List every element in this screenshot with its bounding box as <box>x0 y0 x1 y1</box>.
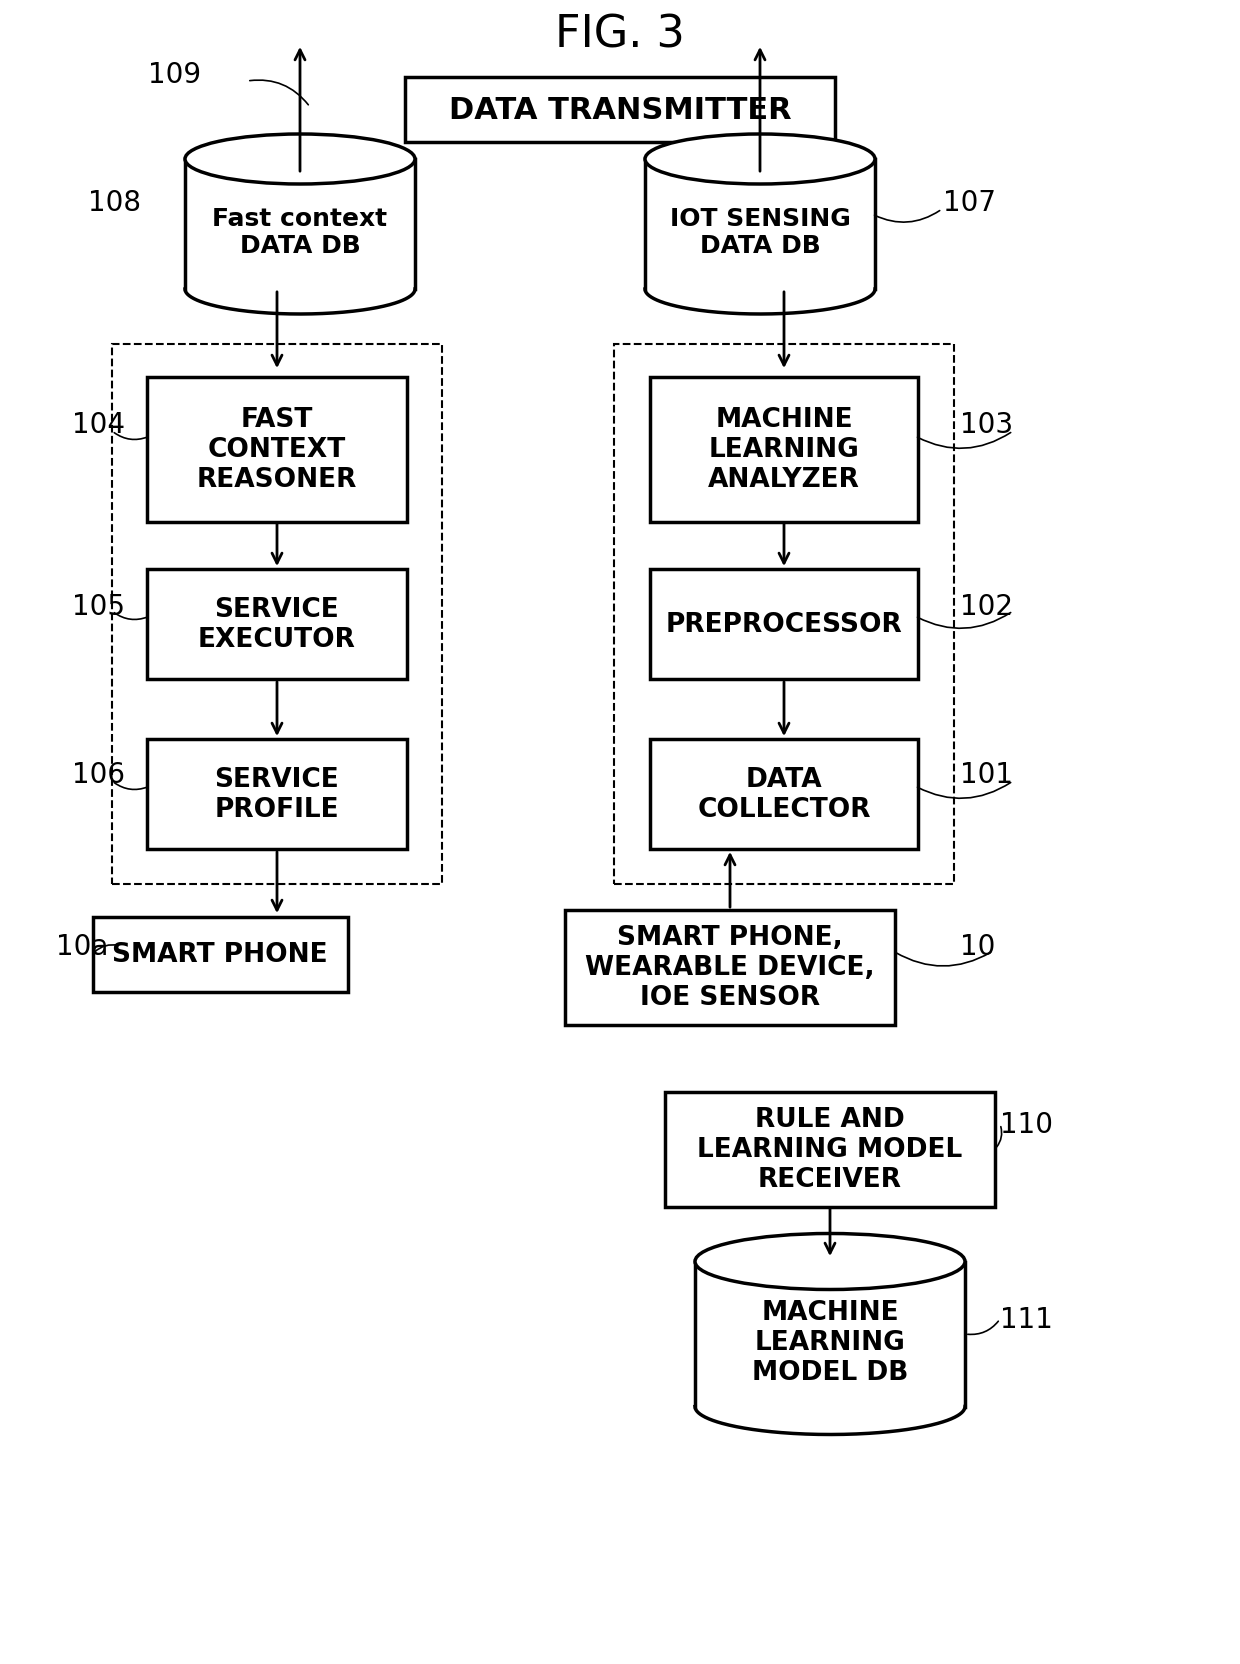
Text: 108: 108 <box>88 190 141 216</box>
Text: 103: 103 <box>960 411 1013 439</box>
Text: Fast context
DATA DB: Fast context DATA DB <box>212 206 388 258</box>
Text: 105: 105 <box>72 592 125 621</box>
Text: SMART PHONE,
WEARABLE DEVICE,
IOE SENSOR: SMART PHONE, WEARABLE DEVICE, IOE SENSOR <box>585 925 874 1010</box>
Bar <box>565 910 895 1025</box>
Text: 111: 111 <box>999 1305 1053 1333</box>
Text: 109: 109 <box>148 62 201 88</box>
Bar <box>650 569 918 679</box>
Text: PREPROCESSOR: PREPROCESSOR <box>666 612 903 637</box>
Text: IOT SENSING
DATA DB: IOT SENSING DATA DB <box>670 206 851 258</box>
Bar <box>112 344 441 885</box>
Text: SERVICE
EXECUTOR: SERVICE EXECUTOR <box>198 597 356 652</box>
Bar <box>650 378 918 522</box>
Text: DATA
COLLECTOR: DATA COLLECTOR <box>697 767 870 822</box>
Text: 10: 10 <box>960 932 996 960</box>
Text: 10a: 10a <box>56 932 108 960</box>
Bar <box>645 160 875 290</box>
Bar <box>185 160 415 290</box>
Bar <box>665 1092 994 1206</box>
Ellipse shape <box>645 135 875 185</box>
Bar <box>148 378 407 522</box>
Text: FIG. 3: FIG. 3 <box>556 13 684 57</box>
Bar <box>614 344 954 885</box>
Text: 106: 106 <box>72 760 125 789</box>
Text: FAST
CONTEXT
REASONER: FAST CONTEXT REASONER <box>197 406 357 493</box>
Bar <box>148 569 407 679</box>
Ellipse shape <box>694 1233 965 1290</box>
Bar <box>694 1261 965 1406</box>
Text: 104: 104 <box>72 411 125 439</box>
Bar <box>650 739 918 850</box>
Ellipse shape <box>185 135 415 185</box>
Text: MACHINE
LEARNING
MODEL DB: MACHINE LEARNING MODEL DB <box>751 1300 908 1386</box>
Text: MACHINE
LEARNING
ANALYZER: MACHINE LEARNING ANALYZER <box>708 406 859 493</box>
Text: SERVICE
PROFILE: SERVICE PROFILE <box>215 767 340 822</box>
Text: 101: 101 <box>960 760 1013 789</box>
Text: DATA TRANSMITTER: DATA TRANSMITTER <box>449 95 791 125</box>
Text: 110: 110 <box>999 1110 1053 1138</box>
Bar <box>405 78 835 143</box>
Text: SMART PHONE: SMART PHONE <box>112 942 327 967</box>
Text: 107: 107 <box>942 190 996 216</box>
Bar <box>93 917 347 992</box>
Text: RULE AND
LEARNING MODEL
RECEIVER: RULE AND LEARNING MODEL RECEIVER <box>697 1107 962 1193</box>
Text: 102: 102 <box>960 592 1013 621</box>
Bar <box>148 739 407 850</box>
